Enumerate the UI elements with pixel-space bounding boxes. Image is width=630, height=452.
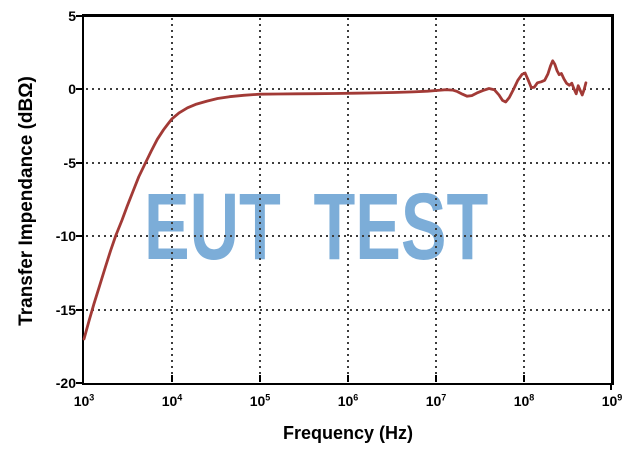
y-tick <box>76 308 83 311</box>
x-tick <box>171 375 173 382</box>
x-tick <box>435 375 437 382</box>
y-tick-label: -5 <box>63 154 76 171</box>
x-tick-exponent: 3 <box>89 392 95 403</box>
x-tick-label: 107 <box>425 392 447 409</box>
x-tick-exponent: 4 <box>177 392 183 403</box>
x-tick-label: 108 <box>513 392 535 409</box>
x-tick-label: 104 <box>161 392 183 409</box>
x-tick-label: 103 <box>73 392 95 409</box>
y-tick-label: -20 <box>55 375 76 391</box>
x-axis-label: Frequency (Hz) <box>282 423 414 443</box>
x-tick <box>347 375 349 382</box>
plot-frame <box>82 14 614 385</box>
x-tick-exponent: 6 <box>353 392 359 403</box>
y-axis-label: Transfer Impendance (dBΩ) <box>16 76 37 326</box>
x-tick-exponent: 5 <box>265 392 271 403</box>
y-tick <box>76 161 83 164</box>
y-tick-label: -10 <box>55 228 76 245</box>
v-gridline <box>171 18 173 381</box>
y-tick-label: 0 <box>68 81 76 98</box>
x-tick-label: 106 <box>337 392 359 409</box>
watermark: EUT TEST <box>144 174 489 280</box>
x-tick-exponent: 9 <box>617 392 623 403</box>
v-gridline <box>523 18 525 381</box>
x-tick <box>523 375 525 382</box>
x-tick-exponent: 8 <box>529 392 535 403</box>
y-tick <box>76 382 83 384</box>
x-tick-exponent: 7 <box>441 392 447 403</box>
v-gridline <box>347 18 349 381</box>
y-tick <box>76 88 83 91</box>
curve-path <box>82 59 588 341</box>
y-tick-label: -15 <box>55 301 76 318</box>
v-gridline <box>259 18 261 381</box>
y-tick-label: 5 <box>68 8 76 24</box>
v-gridline <box>435 18 437 381</box>
x-tick-label: 105 <box>249 392 271 409</box>
x-tick <box>259 375 261 382</box>
x-tick <box>610 385 612 390</box>
y-tick <box>76 15 83 17</box>
x-tick-label: 109 <box>601 392 623 409</box>
y-tick <box>76 235 83 238</box>
